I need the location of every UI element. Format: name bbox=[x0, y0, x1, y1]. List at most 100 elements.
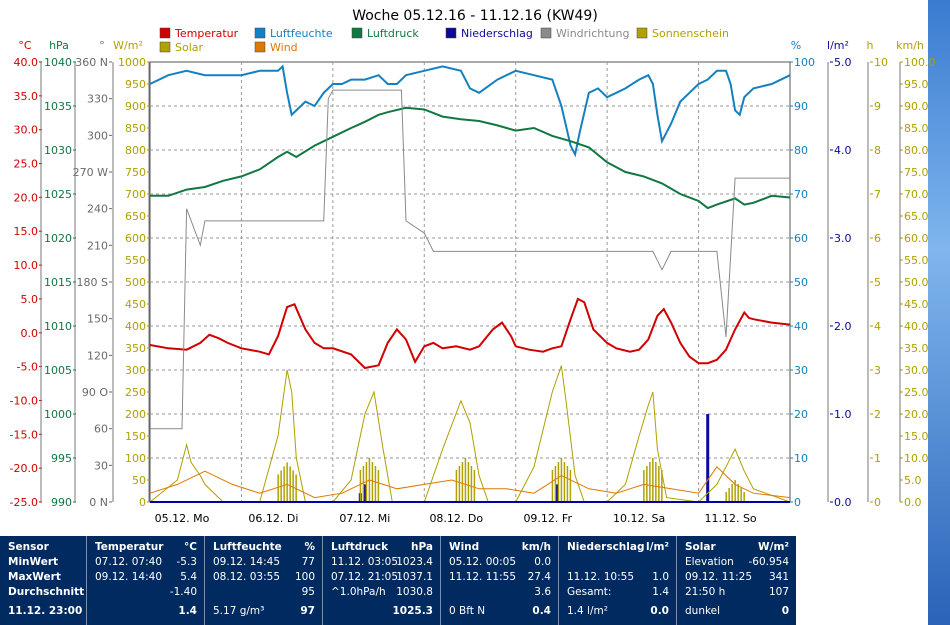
axis-tick-label-wind: 35.0 bbox=[904, 342, 929, 355]
stats-value: 1.0 bbox=[652, 571, 669, 583]
stats-value: 3.6 bbox=[534, 586, 551, 598]
axis-tick-label-temp: -10.0 bbox=[10, 394, 38, 407]
legend-label: Temperatur bbox=[174, 27, 239, 40]
stats-unit: km/h bbox=[521, 541, 551, 553]
stats-time: 07.12. 07:40 bbox=[95, 556, 162, 568]
axis-tick-label-wind: 5.0 bbox=[904, 474, 922, 487]
axis-tick-label-solar: 400 bbox=[125, 320, 146, 333]
stats-value: 95 bbox=[301, 586, 315, 598]
axis-tick-label-press: 1030 bbox=[44, 144, 72, 157]
stats-time: 09.12. 14:45 bbox=[213, 556, 280, 568]
x-tick-label: 11.12. So bbox=[704, 512, 756, 525]
axis-tick-label-rain: 4.0 bbox=[834, 144, 852, 157]
axis-tick-label-rain: 0.0 bbox=[834, 496, 852, 509]
axis-tick-label-dir: 210 bbox=[87, 239, 108, 252]
stats-value: 1030.8 bbox=[396, 586, 433, 598]
axis-tick-label-hum: 50 bbox=[794, 276, 808, 289]
legend-swatch bbox=[636, 27, 648, 39]
axis-tick-label-wind: 50.0 bbox=[904, 276, 929, 289]
stats-value: 0.4 bbox=[532, 605, 551, 617]
axis-tick-label-hum: 90 bbox=[794, 100, 808, 113]
axis-tick-label-solar: 150 bbox=[125, 430, 146, 443]
legend-swatch bbox=[540, 27, 552, 39]
stats-unit: hPa bbox=[411, 541, 433, 553]
x-axis-day-labels: 05.12. Mo 06.12. Di 07.12. Mi 08.12. Do 09.1… bbox=[155, 512, 757, 525]
stats-time: 11.12. 10:55 bbox=[567, 571, 634, 583]
axis-tick-label-rain: 5.0 bbox=[834, 56, 852, 69]
axis-tick-label-sun: 9 bbox=[874, 100, 881, 113]
series-line-luftfeuchte bbox=[149, 64, 791, 158]
stats-time: 11.12. 03:05 bbox=[331, 556, 398, 568]
axis-tick-label-wind: 60.0 bbox=[904, 232, 929, 245]
axis-tick-label-solar: 700 bbox=[125, 188, 146, 201]
stats-row-label: MinWert bbox=[8, 556, 59, 568]
axis-tick-label-dir: 270 W bbox=[73, 166, 108, 179]
stats-value: -1.40 bbox=[169, 586, 197, 598]
stats-time: ^1.0hPa/h bbox=[331, 586, 386, 598]
stats-value: 1.4 bbox=[652, 586, 669, 598]
stats-row-label: 11.12. 23:00 bbox=[8, 605, 83, 617]
stats-time: 11.12. 11:55 bbox=[449, 571, 516, 583]
x-tick-label: 06.12. Di bbox=[248, 512, 298, 525]
stats-header: Temperatur bbox=[95, 541, 164, 553]
axis-tick-label-wind: 0.0 bbox=[904, 496, 922, 509]
axis-tick-label-press: 1020 bbox=[44, 232, 72, 245]
axis-tick-label-solar: 650 bbox=[125, 210, 146, 223]
stats-time: 09.12. 11:25 bbox=[685, 571, 752, 583]
axis-tick-label-rain: 2.0 bbox=[834, 320, 852, 333]
axis-tick-label-sun: 3 bbox=[874, 364, 881, 377]
axis-tick-label-hum: 60 bbox=[794, 232, 808, 245]
stats-time: 21:50 h bbox=[685, 586, 726, 598]
stats-value: 1037.1 bbox=[396, 571, 433, 583]
chart-grid bbox=[150, 62, 790, 502]
x-tick-label: 07.12. Mi bbox=[339, 512, 390, 525]
legend-label: Luftdruck bbox=[367, 27, 419, 40]
axis-tick-label-temp: 20.0 bbox=[14, 191, 39, 204]
axis-tick-label-wind: 85.0 bbox=[904, 122, 929, 135]
axis-tick-label-dir: 300 bbox=[87, 129, 108, 142]
stats-unit: l/m² bbox=[646, 541, 669, 553]
axis-tick-label-sun: 1 bbox=[874, 452, 881, 465]
axis-tick-label-solar: 800 bbox=[125, 144, 146, 157]
stats-time: Gesamt: bbox=[567, 586, 612, 598]
axis-tick-label-wind: 100.0 bbox=[904, 56, 936, 69]
x-tick-label: 05.12. Mo bbox=[155, 512, 210, 525]
x-tick-label: 08.12. Do bbox=[429, 512, 483, 525]
stats-col-temperatur: Temperatur °C 07.12. 07:40 -5.3 09.12. 14:40… bbox=[86, 536, 205, 625]
axis-tick-label-solar: 300 bbox=[125, 364, 146, 377]
axis-tick-label-hum: 20 bbox=[794, 408, 808, 421]
axis-unit-dir: ° bbox=[99, 39, 105, 52]
axis-tick-label-press: 1035 bbox=[44, 100, 72, 113]
stats-time: 1.4 l/m² bbox=[567, 605, 608, 617]
axis-tick-label-solar: 0 bbox=[139, 496, 146, 509]
axis-tick-label-dir: 60 bbox=[94, 423, 108, 436]
stats-value: -5.3 bbox=[176, 556, 198, 568]
axis-tick-label-sun: 10 bbox=[874, 56, 888, 69]
x-tick-label: 10.12. Sa bbox=[613, 512, 665, 525]
axis-tick-label-press: 1010 bbox=[44, 320, 72, 333]
legend-label: Windrichtung bbox=[556, 27, 629, 40]
axis-tick-label-wind: 45.0 bbox=[904, 298, 929, 311]
legend-swatch bbox=[159, 27, 171, 39]
series-line-temperatur bbox=[149, 297, 791, 370]
axis-tick-label-temp: -25.0 bbox=[10, 496, 38, 509]
axis-tick-label-temp: -15.0 bbox=[10, 428, 38, 441]
axis-tick-label-dir: 150 bbox=[87, 313, 108, 326]
axis-tick-label-solar: 350 bbox=[125, 342, 146, 355]
axis-tick-label-temp: 5.0 bbox=[21, 293, 39, 306]
legend-swatch bbox=[159, 41, 171, 53]
axis-tick-label-press: 1000 bbox=[44, 408, 72, 421]
axis-tick-label-dir: 0 N bbox=[89, 496, 108, 509]
chart-legend: Temperatur Luftfeuchte Luftdruck Niederschl… bbox=[159, 27, 729, 54]
axis-tick-label-solar: 850 bbox=[125, 122, 146, 135]
axis-tick-label-sun: 2 bbox=[874, 408, 881, 421]
axis-tick-label-temp: 15.0 bbox=[14, 225, 39, 238]
stats-col-luftfeuchte: Luftfeuchte% 09.12. 14:45 77 08.12. 03:55 10… bbox=[204, 536, 323, 625]
series-line-windrichtung bbox=[150, 89, 790, 430]
legend-swatch bbox=[351, 27, 363, 39]
stats-value: 341 bbox=[768, 571, 789, 583]
stats-header: Luftdruck bbox=[331, 541, 389, 553]
series-line-wind bbox=[149, 466, 791, 499]
axis-unit-wind: km/h bbox=[896, 39, 924, 52]
axis-tick-label-dir: 360 N bbox=[75, 56, 108, 69]
